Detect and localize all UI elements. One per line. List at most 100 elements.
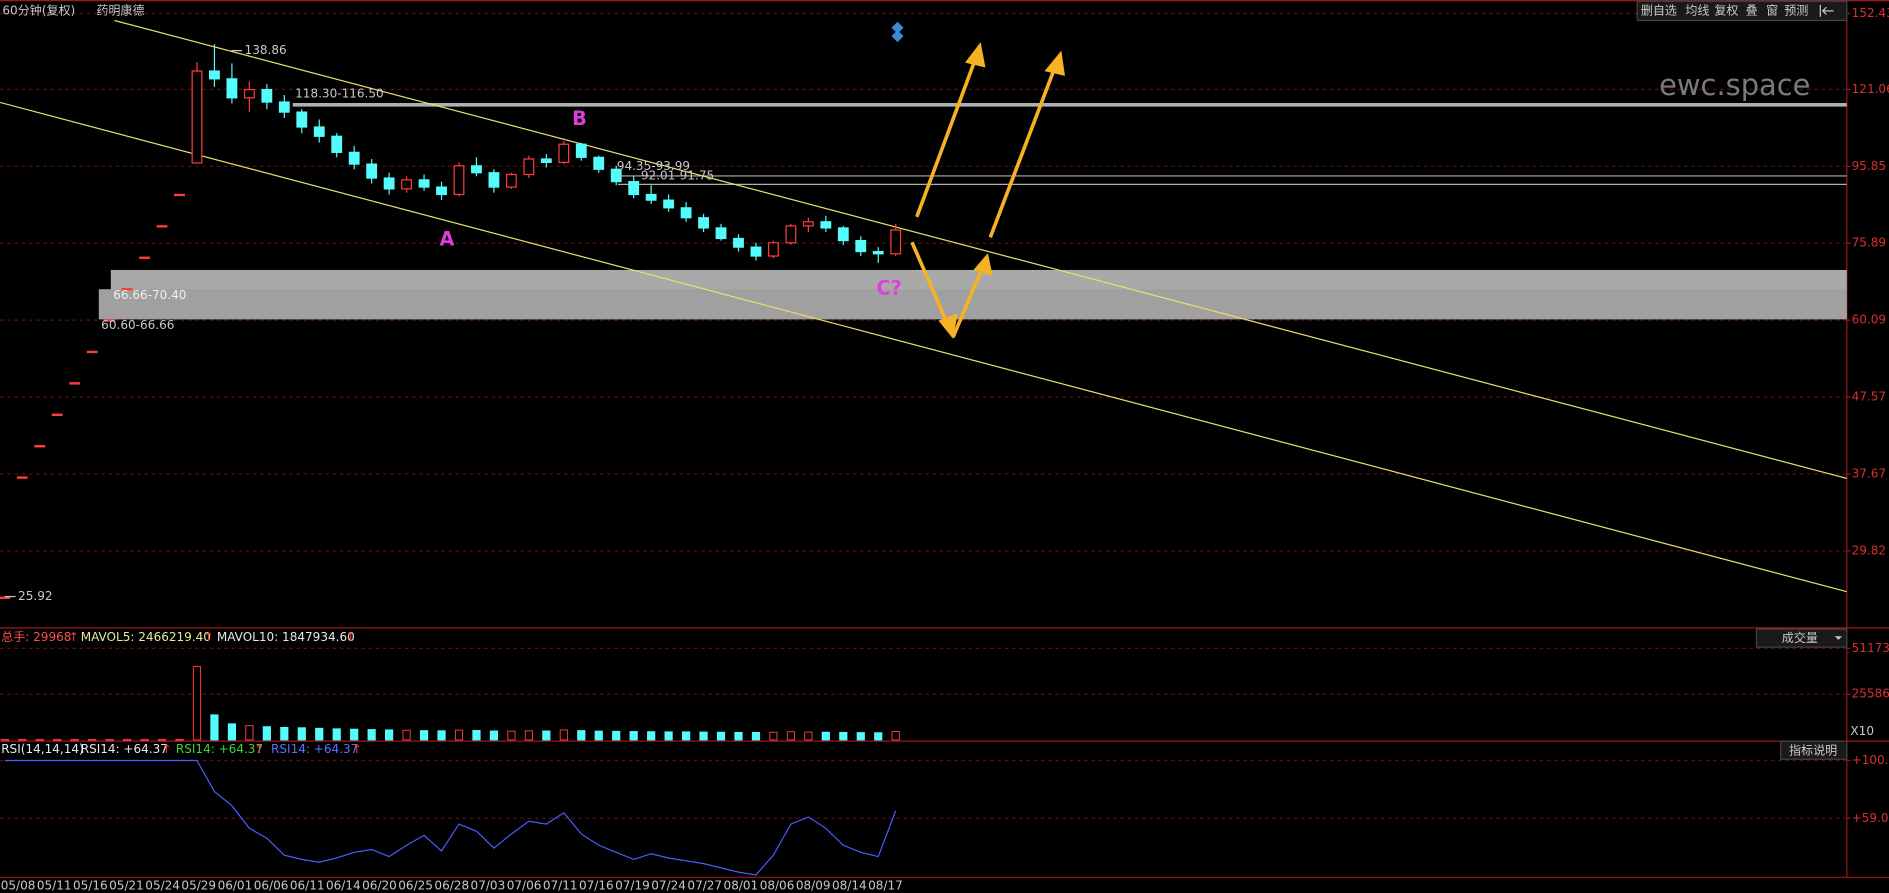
volume-bar <box>856 732 865 741</box>
annotation: 25.92 <box>18 589 52 603</box>
help-button-label[interactable]: 指标说明 <box>1789 742 1837 757</box>
x-tick-label: 07/27 <box>687 878 722 892</box>
icon <box>891 21 904 34</box>
volume-bar <box>105 738 114 742</box>
x-tick-label: 06/28 <box>434 878 469 892</box>
projection-arrows <box>910 42 1065 339</box>
stock-name: 药明康德 <box>96 2 144 17</box>
candle-body <box>348 151 360 165</box>
x-tick-label: 08/06 <box>760 878 795 892</box>
volume-bar <box>786 731 795 741</box>
arrowhead <box>938 313 958 339</box>
x-tick-label: 06/06 <box>254 878 289 892</box>
candle-body <box>593 156 605 170</box>
candle-body <box>226 78 238 99</box>
x-tick-label: 06/14 <box>326 878 361 892</box>
volume-bar <box>716 731 726 741</box>
candle-body <box>243 88 255 99</box>
y-tick-label: 95.85 <box>1852 159 1886 173</box>
volume-bar <box>489 730 499 741</box>
x-tick-label: 08/09 <box>796 878 831 892</box>
y-tick-label: 37.67 <box>1852 467 1886 481</box>
candle-body <box>488 172 500 188</box>
y-tick-label: 152.43 <box>1852 6 1889 20</box>
candle-body <box>69 382 81 385</box>
toolbar-button[interactable]: 删自选 <box>1641 3 1677 17</box>
indicator-selector-label[interactable]: 成交量 <box>1782 630 1818 645</box>
x-tick-label: 07/06 <box>507 878 542 892</box>
volume-bar <box>647 731 656 741</box>
legend-arrow: ↑ <box>254 742 264 756</box>
candle-body <box>383 177 395 190</box>
volume-bar <box>437 730 446 741</box>
candle-body <box>558 143 570 163</box>
x-tick-label: 06/01 <box>218 878 253 892</box>
candle-body <box>34 445 46 448</box>
wave-label: A <box>439 227 454 250</box>
volume-bar <box>804 731 813 741</box>
candle-body <box>51 413 63 416</box>
candle-body <box>820 221 832 229</box>
volume-bar <box>524 730 533 741</box>
toolbar-button[interactable]: 叠 <box>1746 3 1758 17</box>
volume-bar <box>612 730 621 741</box>
toolbar-button[interactable]: 窗 <box>1766 3 1778 17</box>
legend-arrow: ↑ <box>204 630 214 644</box>
toolbar-button[interactable]: 均线 <box>1685 3 1709 17</box>
candle-body <box>610 168 622 183</box>
volume-bar <box>507 730 516 741</box>
x-tick-label: 07/03 <box>471 878 506 892</box>
x-tick-label: 07/19 <box>615 878 650 892</box>
rsi-legend: RSI14: +64.37 <box>81 742 168 756</box>
toolbar-icon[interactable] <box>1819 4 1834 17</box>
volume-bar <box>123 738 132 742</box>
candle-body <box>86 350 98 354</box>
dropdown-icon[interactable] <box>1834 636 1843 640</box>
candle-body <box>768 242 779 257</box>
wave-label: B <box>572 107 587 130</box>
candle-body <box>645 193 657 201</box>
candle-body <box>16 476 28 479</box>
candle-body <box>436 186 447 196</box>
toolbar-button[interactable]: 预测 <box>1784 3 1808 17</box>
y-tick-label: +100.0 <box>1852 753 1889 767</box>
arrow <box>915 57 978 218</box>
help-button[interactable] <box>1779 740 1848 760</box>
arrow <box>951 265 985 339</box>
candle-body <box>296 111 308 128</box>
x-tick-label: 07/11 <box>543 878 578 892</box>
volume-bar <box>542 730 551 741</box>
volume-bar <box>175 738 184 742</box>
candle-body <box>750 246 762 257</box>
rsi-legend: RSI14: +64.37 <box>176 742 263 756</box>
candle-body <box>540 158 552 163</box>
candle-body <box>680 207 692 219</box>
legend-arrow: ↑ <box>69 630 79 644</box>
rsi-legend: RSI14: +64.37 <box>271 742 358 756</box>
indicator-selector[interactable] <box>1755 628 1848 648</box>
x-tick-label: 05/24 <box>145 878 180 892</box>
volume-bar <box>891 731 900 741</box>
y-tick-label: 47.57 <box>1852 390 1886 404</box>
toolbar-bg <box>1636 0 1848 22</box>
x-tick-label: 05/11 <box>37 878 72 892</box>
toolbar-button[interactable]: 复权 <box>1714 3 1738 17</box>
wave-label: C? <box>876 277 901 300</box>
candle-body <box>366 163 378 179</box>
candle-body <box>278 101 290 113</box>
volume-bar <box>192 666 202 741</box>
arrowhead <box>973 253 993 276</box>
volume-bar <box>577 730 586 741</box>
x-tick-label: 05/29 <box>181 878 216 892</box>
candle-body <box>733 237 744 248</box>
volume-bar <box>454 729 464 741</box>
y-tick-label: 25586 <box>1852 687 1889 701</box>
candle-body <box>523 158 535 176</box>
x-tick-label: 07/16 <box>579 878 614 892</box>
x-tick-label: 05/08 <box>1 878 36 892</box>
x-tick-label: 06/25 <box>398 878 433 892</box>
candle-body <box>575 143 587 158</box>
x-tick-label: 06/11 <box>290 878 325 892</box>
